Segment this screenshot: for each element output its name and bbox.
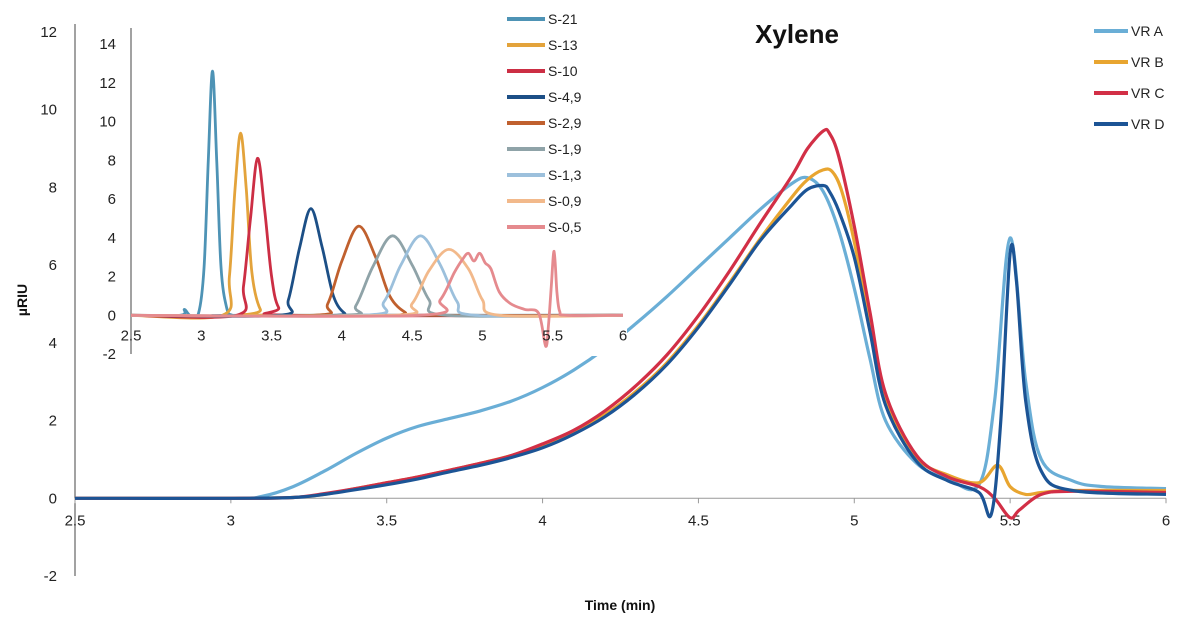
legend-label: VR B xyxy=(1131,54,1164,70)
legend-label: VR A xyxy=(1131,23,1164,39)
inset-x-tick-label: 6 xyxy=(619,327,627,344)
inset-y-tick-label: 2 xyxy=(108,269,116,286)
x-tick-label: 5.5 xyxy=(1000,512,1021,529)
x-tick-label: 5 xyxy=(850,512,858,529)
inset-legend-label: S-21 xyxy=(548,11,578,27)
inset-x-tick-label: 3.5 xyxy=(261,327,282,344)
y-tick-label: 0 xyxy=(49,490,57,507)
y-tick-label: 10 xyxy=(40,102,57,119)
main-series xyxy=(74,127,1167,520)
x-tick-label: 3.5 xyxy=(376,512,397,529)
series-line-vr-d xyxy=(74,183,1167,519)
x-tick-label: 3 xyxy=(227,512,235,529)
inset-legend-label: S-4,9 xyxy=(548,89,582,105)
inset-legend: S-21 S-13 S-10 S-4,9 S-2,9 S-1,9 S-1,3 S-0,9 S-0… xyxy=(507,11,582,235)
inset-x-tick-label: 4 xyxy=(338,327,346,344)
inset-y-tick-label: 0 xyxy=(108,307,116,324)
y-tick-label: 2 xyxy=(49,413,57,430)
inset-series-line-s-0-5 xyxy=(130,249,624,348)
inset-x-tick-label: 3 xyxy=(197,327,205,344)
inset-y-tick-label: 14 xyxy=(99,36,116,53)
x-tick-label: 6 xyxy=(1162,512,1170,529)
y-tick-label: 6 xyxy=(49,257,57,274)
series-line-vr-c xyxy=(74,127,1167,520)
inset-x-tick-label: 2.5 xyxy=(121,327,142,344)
legend-label: VR D xyxy=(1131,116,1164,132)
inset-legend-label: S-1,3 xyxy=(548,167,582,183)
inset-y-tick-label: 4 xyxy=(108,230,116,247)
y-tick-label: 8 xyxy=(49,179,57,196)
y-tick-label: 4 xyxy=(49,335,57,352)
inset-x-tick-label: 5.5 xyxy=(542,327,563,344)
series-line-vr-a xyxy=(74,175,1167,501)
inset-legend-label: S-0,9 xyxy=(548,193,582,209)
inset-legend-label: S-1,9 xyxy=(548,141,582,157)
inset-x-tick-label: 4.5 xyxy=(402,327,423,344)
chart-title: Xylene xyxy=(755,19,839,49)
x-tick-label: 4.5 xyxy=(688,512,709,529)
legend-label: VR C xyxy=(1131,85,1164,101)
inset-legend-label: S-2,9 xyxy=(548,115,582,131)
x-axis-label: Time (min) xyxy=(585,597,656,613)
y-tick-label: 12 xyxy=(40,24,57,41)
inset-legend-label: S-0,5 xyxy=(548,219,582,235)
main-legend: VR A VR B VR C VR D xyxy=(1094,23,1164,132)
x-tick-label: 4 xyxy=(538,512,546,529)
inset-x-tick-label: 5 xyxy=(478,327,486,344)
y-axis-label: µRIU xyxy=(14,284,30,316)
y-tick-label: -2 xyxy=(44,568,57,585)
x-tick-label: 2.5 xyxy=(65,512,86,529)
inset-legend-label: S-10 xyxy=(548,63,578,79)
inset-legend-label: S-13 xyxy=(548,37,578,53)
inset-y-tick-label: 8 xyxy=(108,152,116,169)
inset-y-tick-label: -2 xyxy=(103,346,116,363)
inset-series: 2.5 3 3.5 4 4.5 5 5.5 6 xyxy=(121,69,627,348)
inset-y-tick-label: 12 xyxy=(99,75,116,92)
inset-y-tick-label: 10 xyxy=(99,114,116,131)
inset-y-tick-label: 6 xyxy=(108,191,116,208)
